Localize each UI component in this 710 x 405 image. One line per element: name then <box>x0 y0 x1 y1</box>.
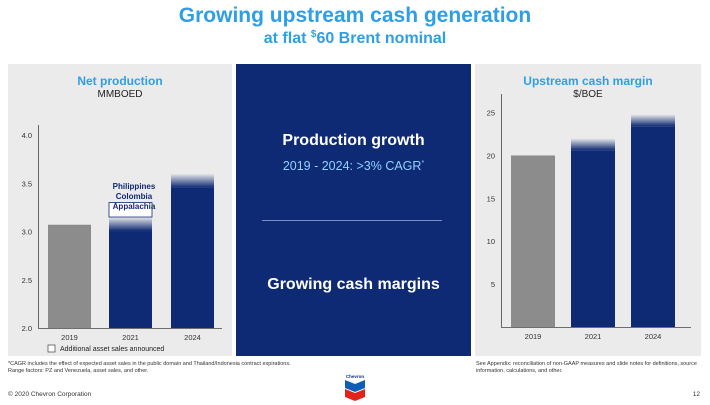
cagr-text: 2019 - 2024: >3% CAGR* <box>282 159 425 173</box>
footnote-right: See Appendix: reconciliation of non-GAAP… <box>476 361 697 374</box>
summary-panel: Production growth 2019 - 2024: >3% CAGR*… <box>236 64 471 356</box>
y-tick-label: 2.0 <box>22 324 32 333</box>
cash-margins-heading: Growing cash margins <box>267 276 440 293</box>
asset-sales-box <box>108 202 153 218</box>
footnote-left: *CAGR includes the effect of expected as… <box>8 361 291 374</box>
y-tick-label: 5 <box>491 280 495 289</box>
bar-2021 <box>109 231 152 328</box>
chart-unit: MMBOED <box>97 89 143 100</box>
bar-2024 <box>631 126 675 327</box>
y-tick-label: 15 <box>487 194 495 203</box>
chart-title: Upstream cash margin <box>523 74 653 88</box>
x-tick-label: 2021 <box>122 333 139 342</box>
divider <box>262 220 442 221</box>
legend-label: Additional asset sales announced <box>60 346 164 353</box>
slide-title: Growing upstream cash generation <box>178 4 532 27</box>
slide-subtitle: at flat $60 Brent nominal <box>263 29 447 47</box>
y-tick-label: 2.5 <box>22 276 32 285</box>
bar-2021 <box>571 150 615 327</box>
cash-margin-chart: 5 10 15 20 25 2019 2021 2024 <box>487 94 691 341</box>
chart-title: Net production <box>77 74 163 88</box>
chevron-logo: Chevron <box>345 374 365 401</box>
y-tick-label: 25 <box>487 109 495 118</box>
cash-margin-panel: Upstream cash margin $/BOE 5 10 15 20 25 2019… <box>475 64 701 356</box>
bar-range-fade <box>631 114 675 127</box>
annotation-line: Appalachia <box>113 202 156 211</box>
x-tick-label: 2021 <box>585 332 602 341</box>
legend-swatch <box>47 344 56 353</box>
annotation-line: Philippines <box>113 182 156 191</box>
bar-2024 <box>171 187 214 328</box>
y-tick-label: 20 <box>487 151 495 160</box>
y-tick-label: 4.0 <box>22 131 32 140</box>
y-tick-label: 3.5 <box>22 179 32 188</box>
x-tick-label: 2019 <box>525 332 542 341</box>
x-tick-label: 2019 <box>61 333 78 342</box>
page-number: 12 <box>692 391 700 398</box>
bar-2019 <box>511 155 555 327</box>
chart-unit: $/BOE <box>573 89 603 100</box>
annotation-line: Colombia <box>116 192 153 201</box>
bar-range-fade <box>571 138 615 151</box>
bar-2019 <box>48 224 91 328</box>
copyright: © 2020 Chevron Corporation <box>8 391 92 398</box>
production-growth-heading: Production growth <box>282 132 425 149</box>
x-tick-label: 2024 <box>645 332 662 341</box>
x-tick-label: 2024 <box>184 333 201 342</box>
bar-range-fade <box>171 173 214 188</box>
logo-wordmark: Chevron <box>346 374 365 379</box>
bar-range-fade <box>109 217 152 232</box>
y-tick-label: 10 <box>487 237 495 246</box>
net-production-panel: Net production MMBOED 2.0 2.5 3.0 3.5 4.0 201… <box>8 64 232 356</box>
y-tick-label: 3.0 <box>22 228 32 237</box>
